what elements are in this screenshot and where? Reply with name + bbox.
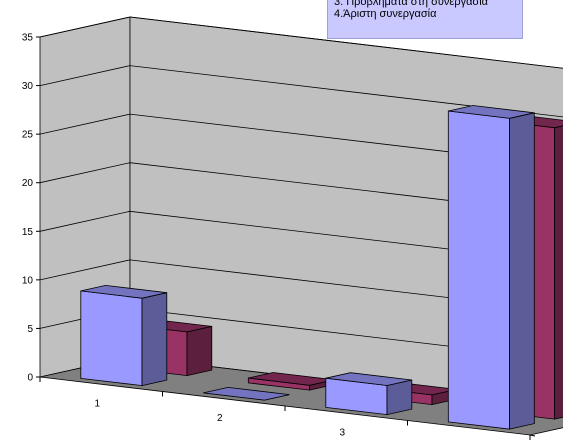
legend-line-4: 4.Άριστη συνεργασία <box>334 8 516 20</box>
y-tick-label: 5 <box>27 324 33 335</box>
y-tick-label: 15 <box>22 227 34 238</box>
y-tick-label: 0 <box>27 373 33 384</box>
depth-tick <box>530 435 535 436</box>
y-tick-label: 20 <box>22 178 34 189</box>
category-label: 3 <box>339 427 345 438</box>
bar-side-face <box>142 293 167 386</box>
chart-legend: 3. Προβλήματα στη συνεργασία 4.Άριστη συ… <box>327 0 523 39</box>
category-label: 2 <box>217 413 223 424</box>
bar-side-face <box>555 122 563 419</box>
bar-front-face <box>81 291 142 386</box>
bar-ΓΥΜ-4 <box>448 106 534 430</box>
y-tick-label: 35 <box>22 33 34 44</box>
category-label: 1 <box>94 398 100 409</box>
bar-side-face <box>387 380 412 415</box>
bar-front-face <box>448 111 509 429</box>
y-tick-label: 30 <box>22 81 34 92</box>
legend-line-3: 3. Προβλήματα στη συνεργασία <box>334 0 516 8</box>
bar-side-face <box>510 113 535 429</box>
bar-side-face <box>187 326 212 375</box>
bar-ΓΥΜ-3 <box>326 373 412 415</box>
y-tick-label: 10 <box>22 275 34 286</box>
bar-ΓΥΜ-1 <box>81 285 167 385</box>
y-tick-label: 25 <box>22 130 34 141</box>
